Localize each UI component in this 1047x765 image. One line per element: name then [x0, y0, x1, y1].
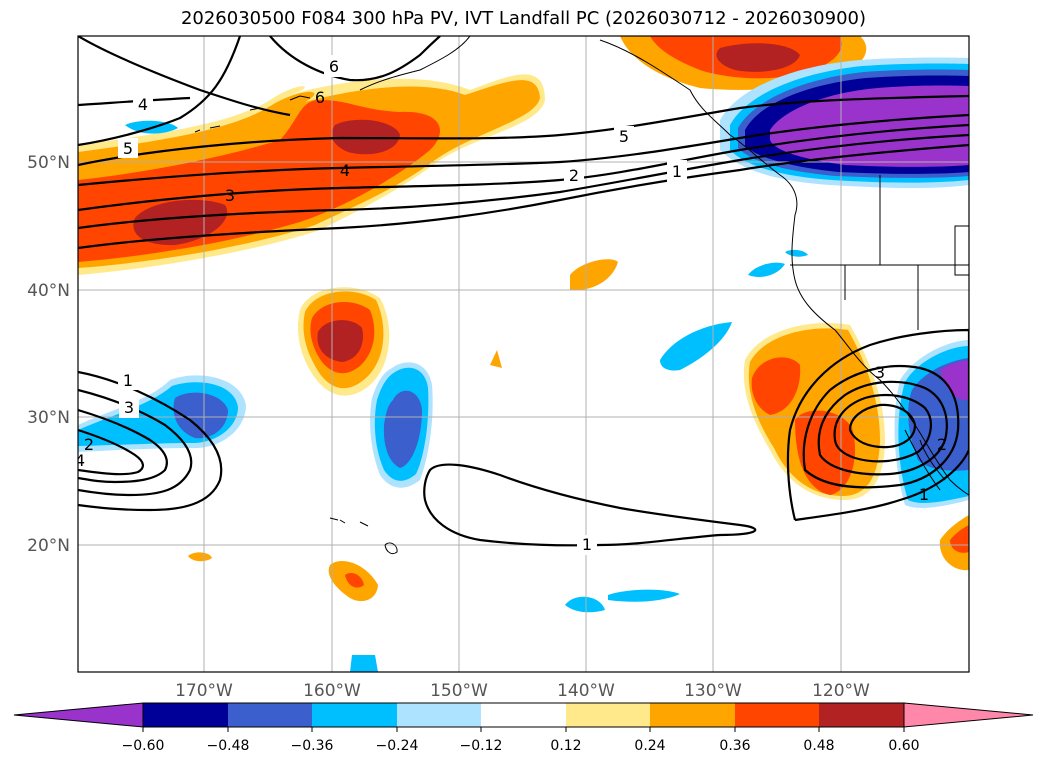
contour-east-1: [786, 328, 969, 522]
colorbar-tick-2: −0.48: [207, 738, 250, 754]
contour-label-1: 1: [672, 162, 682, 181]
lon-label-170w: 170°W: [175, 681, 233, 701]
contour-1: [78, 143, 969, 250]
cold-anomaly-east-purple: [940, 360, 969, 401]
contour-label-6-a: 6: [329, 57, 339, 76]
contour-5: [78, 94, 969, 167]
contour-east-2: [802, 364, 960, 489]
lat-label-40n: 40°N: [27, 281, 70, 301]
map-title: 2026030500 F084 300 hPa PV, IVT Landfall…: [180, 8, 867, 29]
colorbar-bin-6: [566, 703, 650, 727]
contour-label-3-west: 3: [124, 398, 134, 417]
map-border: [77, 35, 970, 673]
contour-west-4: [78, 428, 144, 476]
contour-east-4: [833, 393, 932, 463]
latitude-labels: 50°N 40°N 30°N 20°N: [27, 153, 70, 556]
colorbar-tick-3: −0.36: [291, 738, 334, 754]
colorbar-bin-7: [650, 703, 735, 727]
colorbar-tick-10: 0.60: [888, 738, 919, 754]
warm-anomaly-small-1: [570, 259, 618, 291]
contour-west-1: [78, 370, 223, 512]
contour-label-1-south: 1: [582, 535, 592, 554]
colorbar-tick-5: −0.12: [460, 738, 503, 754]
state-borders: [790, 175, 969, 330]
colorbar-bin-3: [312, 703, 397, 727]
contour-south-1: [423, 463, 757, 547]
lat-label-50n: 50°N: [27, 153, 70, 173]
cold-anomaly-west-blue: [173, 392, 228, 439]
lat-label-30n: 30°N: [27, 408, 70, 428]
contour-label-5: 5: [619, 127, 629, 146]
colorbar-bin-5: [481, 703, 566, 727]
map-layers: 4 6 6 5 5 4 3 2 1 1 3 2 4 3 2 1 1: [75, 36, 969, 672]
colorbar: −0.60 −0.48 −0.36 −0.24 −0.12 0.12 0.24 …: [13, 702, 1034, 754]
contour-label-1-west: 1: [123, 371, 133, 390]
lat-label-20n: 20°N: [27, 536, 70, 556]
warm-anomaly-southeast-edge-red: [950, 525, 969, 553]
lon-label-140w: 140°W: [557, 681, 615, 701]
contour-label-2: 2: [569, 166, 579, 185]
pv-contours: [78, 36, 969, 547]
cold-anomaly-central-blue: [383, 390, 422, 468]
cold-anomaly-small-north-2: [785, 249, 808, 257]
contour-label-6-b: 6: [315, 88, 325, 107]
contour-5-west: [78, 36, 242, 147]
contour-label-2-west: 2: [84, 435, 94, 454]
cold-anomaly-south-1: [565, 596, 605, 613]
contour-label-3-east: 3: [875, 363, 885, 382]
contour-4: [78, 113, 969, 187]
warm-anomaly-small-4: [188, 552, 212, 562]
cold-anomaly-small-north: [748, 262, 785, 277]
contour-east-5: [848, 403, 917, 449]
contour-north-arc: [78, 36, 291, 117]
lon-label-120w: 120°W: [812, 681, 870, 701]
warm-anomaly-small-2: [490, 350, 502, 368]
coastline-islands: [329, 517, 398, 555]
colorbar-tick-8: 0.36: [719, 738, 750, 754]
colorbar-tick-6: 0.12: [550, 738, 581, 754]
contour-2: [78, 133, 969, 230]
warm-anomaly-patch-top-dark: [716, 43, 800, 72]
colorbar-bin-8: [735, 703, 819, 727]
warm-anomaly-small-3-red: [345, 573, 364, 588]
contour-west-3: [78, 408, 168, 484]
contour-label-1-east: 1: [919, 485, 929, 504]
colorbar-extend-high: [903, 702, 1034, 728]
contour-6: [269, 36, 441, 82]
colorbar-bin-1: [143, 703, 228, 727]
colorbar-tick-1: −0.60: [122, 738, 165, 754]
colorbar-bin-2: [228, 703, 312, 727]
colorbar-tick-7: 0.24: [634, 738, 665, 754]
warm-anomaly-southeast-red-1: [751, 357, 801, 415]
contour-3: [78, 123, 969, 212]
contour-north-4: [78, 96, 191, 107]
colorbar-extend-low: [13, 702, 144, 728]
contour-label-4: 4: [340, 161, 350, 180]
contour-labels: 4 6 6 5 5 4 3 2 1 1 3 2 4 3 2 1 1: [75, 55, 947, 555]
lon-label-130w: 130°W: [684, 681, 742, 701]
colorbar-tick-4: −0.24: [376, 738, 419, 754]
cold-anomaly-south-2: [608, 589, 680, 602]
colorbar-bin-4: [397, 703, 481, 727]
colorbar-bin-9: [819, 703, 904, 727]
contour-label-4-nw: 4: [138, 95, 148, 114]
cold-anomaly-mid-east: [660, 322, 732, 371]
warm-anomaly-mid-dark: [317, 320, 364, 362]
longitude-labels: 170°W 160°W 150°W 140°W 130°W 120°W: [175, 681, 870, 701]
lon-label-150w: 150°W: [430, 681, 488, 701]
contour-label-2-east: 2: [937, 435, 947, 454]
shading-layer: [78, 36, 969, 672]
cold-anomaly-northeast-purple: [770, 85, 969, 167]
contour-label-3: 3: [225, 186, 235, 205]
lon-label-160w: 160°W: [303, 681, 361, 701]
colorbar-tick-9: 0.48: [803, 738, 834, 754]
contour-label-5-west: 5: [123, 139, 133, 158]
contour-east-3: [817, 380, 948, 476]
cold-anomaly-bottom-edge: [350, 655, 378, 672]
coastline-alaska: [194, 36, 471, 133]
contour-label-4-west: 4: [75, 451, 85, 470]
